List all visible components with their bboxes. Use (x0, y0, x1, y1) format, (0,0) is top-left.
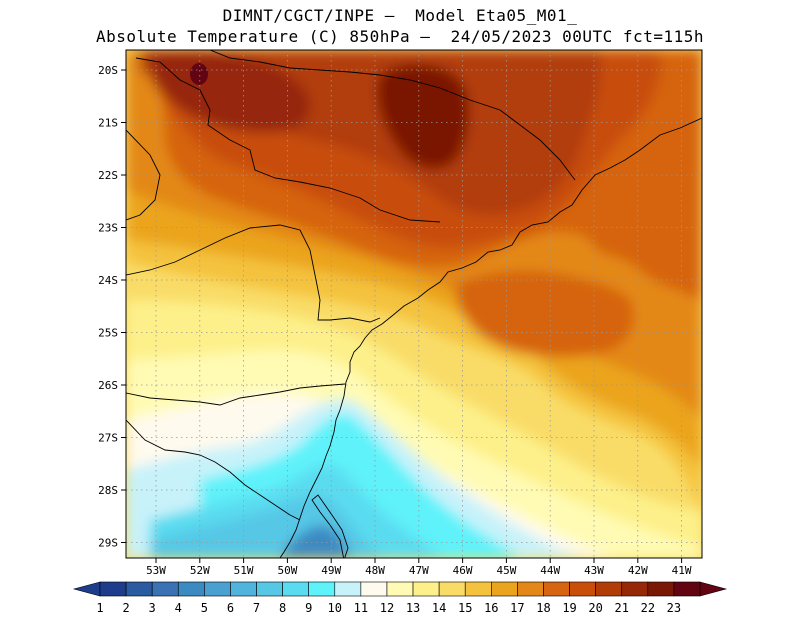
lat-tick-label: 22S (98, 169, 118, 182)
colorbar-label: 5 (201, 601, 208, 615)
colorbar-label: 19 (562, 601, 576, 615)
lon-tick-label: 47W (409, 564, 429, 577)
lat-tick-label: 29S (98, 537, 118, 550)
colorbar-swatch (595, 581, 623, 597)
lon-tick-label: 49W (321, 564, 341, 577)
colorbar-swatch (647, 581, 675, 597)
colorbar-swatch (543, 581, 570, 597)
band-21c (150, 52, 311, 133)
country-border-west (126, 129, 161, 221)
lat-tick-label: 27S (98, 432, 118, 445)
lon-tick-label: 43W (584, 564, 604, 577)
colorbar-label: 22 (641, 601, 655, 615)
temperature-field (126, 50, 702, 558)
colorbar-label: 6 (227, 601, 234, 615)
longitude-axis: 53W 52W 51W 50W 49W 48W 47W 46W 45W 44W 43W 42W 41W (146, 558, 692, 577)
colorbar-label: 1 (96, 601, 103, 615)
colorbar-underflow-arrow (72, 581, 101, 597)
map-frame (125, 49, 703, 559)
lat-tick-label: 24S (98, 274, 118, 287)
colorbar-swatch (621, 581, 649, 597)
colorbar-label: 15 (458, 601, 472, 615)
lat-tick-label: 23S (98, 222, 118, 235)
colorbar-swatch (204, 581, 231, 597)
colorbar-label: 7 (253, 601, 260, 615)
band-18c-south (455, 270, 634, 358)
colorbar-label: 12 (380, 601, 394, 615)
colorbar-swatch (412, 581, 440, 597)
colorbar-swatch (673, 581, 701, 597)
lon-tick-label: 50W (277, 564, 297, 577)
lon-tick-label: 41W (672, 564, 692, 577)
colorbar-label: 2 (122, 601, 129, 615)
colorbar-swatch (464, 581, 492, 597)
lon-tick-label: 44W (540, 564, 560, 577)
colorbar-swatch (334, 581, 362, 597)
lat-tick-label: 26S (98, 379, 118, 392)
lon-tick-label: 46W (453, 564, 473, 577)
colorbar-swatch (151, 581, 179, 597)
lat-lon-grid (126, 50, 702, 558)
temperature-colorbar: 1 2 3 4 5 6 7 8 9 10 11 12 13 14 15 16 17 18 19 20 21 22 23 (72, 581, 728, 615)
coastline (279, 117, 702, 558)
colorbar-swatch (230, 581, 257, 597)
colorbar-swatch (282, 581, 309, 597)
state-border-rs (126, 419, 301, 521)
colorbar-swatch (125, 581, 153, 597)
colorbar-swatch (491, 581, 518, 597)
state-border-north (135, 57, 441, 223)
lon-tick-label: 45W (496, 564, 516, 577)
colorbar-label: 10 (328, 601, 342, 615)
colorbar-swatch (308, 581, 336, 597)
colorbar-label: 4 (175, 601, 182, 615)
colorbar-label: 3 (149, 601, 156, 615)
lat-tick-label: 28S (98, 484, 118, 497)
colorbar-swatch (517, 581, 544, 597)
map-title-line-1: DIMNT/CGCT/INPE – Model Eta05_M01_ (222, 6, 578, 25)
lon-tick-label: 42W (628, 564, 648, 577)
coastline-and-borders (126, 50, 702, 558)
colorbar-swatch (386, 581, 414, 597)
colorbar-swatch (99, 581, 127, 597)
colorbar-swatch (256, 581, 283, 597)
lon-tick-label: 53W (146, 564, 166, 577)
colorbar-swatch (177, 581, 205, 597)
colorbar-label: 18 (536, 601, 550, 615)
lon-tick-label: 48W (365, 564, 385, 577)
lat-tick-label: 25S (98, 327, 118, 340)
colorbar-label: 11 (354, 601, 368, 615)
latitude-axis: 20S 21S 22S 23S 24S 25S 26S 27S 28S 29S (98, 64, 126, 550)
state-border-mg-sp (209, 50, 576, 181)
colorbar-label: 8 (279, 601, 286, 615)
colorbar-label: 17 (510, 601, 524, 615)
band-6c (280, 525, 350, 558)
state-border-sc (126, 383, 346, 406)
colorbar-label: 20 (588, 601, 602, 615)
colorbar-swatch (438, 581, 466, 597)
colorbar-label: 23 (667, 601, 681, 615)
colorbar-label: 16 (484, 601, 498, 615)
band-23c-hotspot (190, 63, 208, 85)
colorbar-swatch (569, 581, 596, 597)
colorbar-label: 13 (406, 601, 420, 615)
map-title-line-2: Absolute Temperature (C) 850hPa – 24/05/… (96, 27, 704, 46)
lon-tick-label: 52W (190, 564, 210, 577)
colorbar-label: 21 (615, 601, 629, 615)
colorbar-label: 9 (305, 601, 312, 615)
colorbar-swatch (360, 581, 388, 597)
colorbar-label: 14 (432, 601, 446, 615)
state-border-parana (126, 224, 381, 323)
lon-tick-label: 51W (234, 564, 254, 577)
lat-tick-label: 21S (98, 117, 118, 130)
lagoon-outline (311, 494, 349, 558)
lat-tick-label: 20S (98, 64, 118, 77)
colorbar-overflow-arrow (699, 581, 728, 597)
